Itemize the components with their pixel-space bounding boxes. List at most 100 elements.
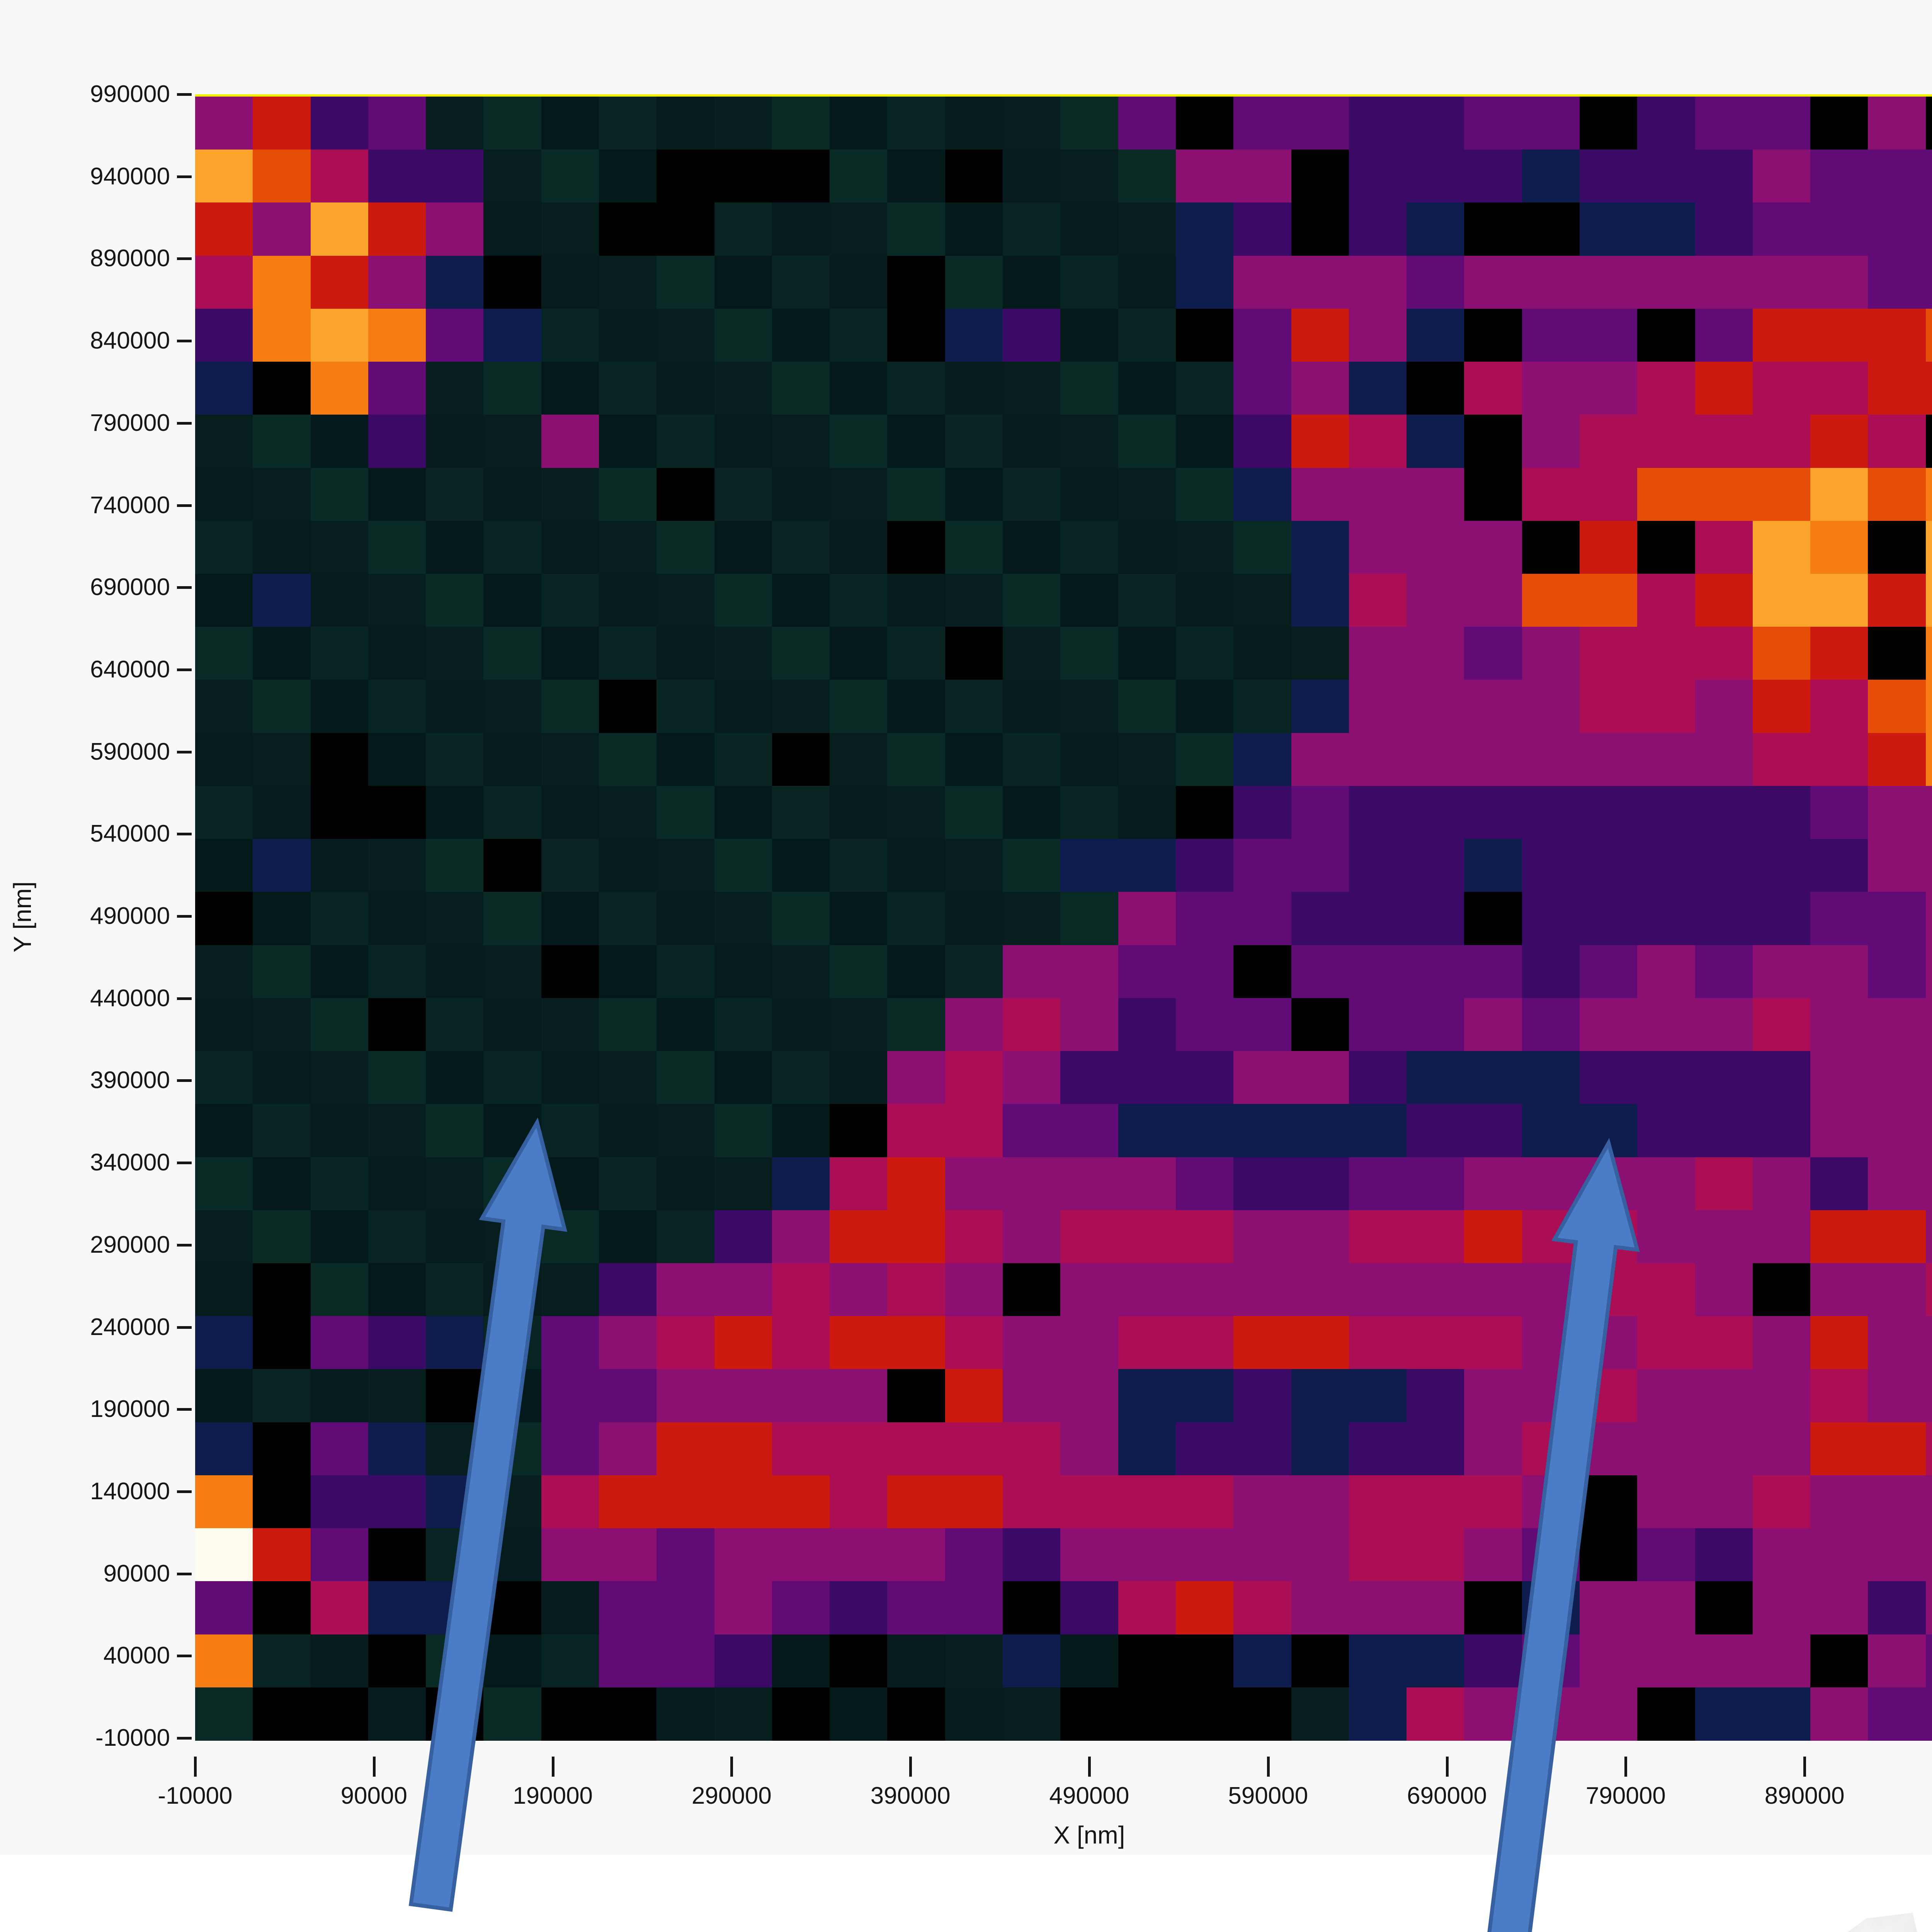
heatmap-cell	[714, 415, 773, 468]
heatmap-cell	[1925, 892, 1932, 946]
heatmap-cell	[1175, 892, 1234, 946]
heatmap-cell	[1925, 1051, 1932, 1105]
heatmap-cell	[1349, 202, 1407, 256]
heatmap-cell	[1464, 680, 1522, 733]
heatmap-cell	[253, 1263, 311, 1317]
heatmap-cell	[541, 786, 600, 840]
heatmap-cell	[1349, 415, 1407, 468]
heatmap-cell	[1868, 97, 1926, 150]
heatmap-cell	[830, 680, 888, 733]
heatmap-cell	[656, 362, 715, 415]
heatmap-cell	[1810, 627, 1869, 680]
heatmap-cell	[1752, 945, 1811, 999]
heatmap-cell	[1810, 786, 1869, 840]
heatmap-cell	[1406, 892, 1465, 946]
heatmap-cell	[1060, 202, 1119, 256]
heatmap-cell	[1579, 839, 1638, 893]
heatmap-cell	[1349, 520, 1407, 575]
heatmap-cell	[195, 733, 253, 787]
heatmap-cell	[1003, 839, 1061, 893]
heatmap-cell	[1868, 998, 1926, 1052]
heatmap-cell	[1233, 574, 1292, 628]
heatmap-cell	[1868, 945, 1926, 999]
heatmap-cell	[368, 839, 427, 893]
heatmap-cell	[1118, 574, 1177, 628]
heatmap-cell	[310, 839, 369, 893]
heatmap-cell	[1233, 1263, 1292, 1317]
heatmap-cell	[830, 362, 888, 415]
heatmap-cell	[1637, 733, 1696, 787]
heatmap-cell	[599, 1157, 657, 1211]
heatmap-cell	[195, 945, 253, 999]
heatmap-cell	[772, 468, 830, 521]
heatmap-cell	[541, 1263, 600, 1317]
heatmap-cell	[483, 362, 542, 415]
heatmap-cell	[310, 520, 369, 575]
heatmap-cell	[772, 627, 830, 680]
heatmap-cell	[1291, 839, 1349, 893]
heatmap-cell	[253, 308, 311, 362]
heatmap-cell	[1810, 415, 1869, 468]
heatmap-cell	[1118, 1104, 1177, 1158]
heatmap-cell	[1349, 1369, 1407, 1423]
heatmap-cell	[426, 733, 484, 787]
heatmap-cell	[1233, 786, 1292, 840]
heatmap-cell	[368, 255, 427, 310]
heatmap-cell	[887, 1104, 946, 1158]
heatmap-cell	[310, 362, 369, 415]
heatmap-cell	[1406, 945, 1465, 999]
heatmap-cell	[830, 1104, 888, 1158]
heatmap-cell	[656, 97, 715, 150]
heatmap-cell	[830, 150, 888, 203]
heatmap-cell	[1118, 1157, 1177, 1211]
heatmap-cell	[1406, 1369, 1465, 1423]
heatmap-cell	[887, 786, 946, 840]
heatmap-cell	[1579, 892, 1638, 946]
heatmap-cell	[945, 1263, 1003, 1317]
heatmap-cell	[368, 520, 427, 575]
heatmap-cell	[310, 202, 369, 256]
heatmap-cell	[1118, 627, 1177, 680]
heatmap-cell	[1060, 733, 1119, 787]
heatmap-cell	[887, 415, 946, 468]
heatmap-cell	[368, 1104, 427, 1158]
heatmap-cell	[368, 1316, 427, 1370]
heatmap-cell	[483, 733, 542, 787]
heatmap-cell	[1522, 362, 1580, 415]
heatmap-cell	[541, 150, 600, 203]
heatmap-cell	[1406, 1316, 1465, 1370]
heatmap-cell	[1925, 839, 1932, 893]
heatmap-cell	[368, 945, 427, 999]
heatmap-cell	[1060, 468, 1119, 521]
heatmap-cell	[830, 520, 888, 575]
heatmap-cell	[310, 786, 369, 840]
heatmap-cell	[310, 150, 369, 203]
heatmap-cell	[1060, 150, 1119, 203]
heatmap-cell	[1060, 786, 1119, 840]
heatmap-cell	[1349, 627, 1407, 680]
heatmap-cell	[541, 945, 600, 999]
heatmap-cell	[1637, 202, 1696, 256]
heatmap-cell	[1637, 97, 1696, 150]
heatmap-cell	[1291, 945, 1349, 999]
heatmap-cell	[1637, 839, 1696, 893]
heatmap-cell	[1579, 733, 1638, 787]
heatmap-cell	[1925, 97, 1932, 150]
heatmap-cell	[541, 520, 600, 575]
heatmap-cell	[772, 733, 830, 787]
heatmap-cell	[1233, 520, 1292, 575]
heatmap-cell	[1695, 1051, 1753, 1105]
heatmap-cell	[1868, 839, 1926, 893]
heatmap-cell	[1637, 1263, 1696, 1317]
heatmap-cell	[1925, 150, 1932, 203]
heatmap-cell	[1752, 1051, 1811, 1105]
heatmap-cell	[599, 1051, 657, 1105]
heatmap-cell	[368, 786, 427, 840]
heatmap-cell	[541, 97, 600, 150]
heatmap-cell	[830, 415, 888, 468]
heatmap-cell	[1233, 945, 1292, 999]
heatmap-cell	[772, 202, 830, 256]
heatmap-cell	[1695, 308, 1753, 362]
heatmap-cell	[1003, 1104, 1061, 1158]
heatmap-cell	[656, 415, 715, 468]
